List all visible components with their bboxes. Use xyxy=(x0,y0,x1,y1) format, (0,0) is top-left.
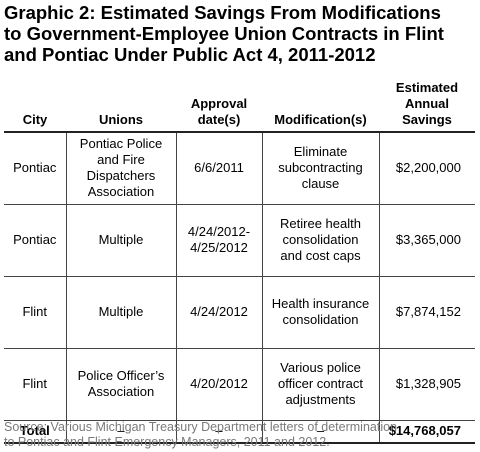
title-line-3: and Pontiac Under Public Act 4, 2011-201… xyxy=(4,44,376,65)
graphic-title: Graphic 2: Estimated Savings From Modifi… xyxy=(4,2,480,65)
source-line-1: Source: Various Michigan Treasury Depart… xyxy=(4,420,398,434)
cell-city: Flint xyxy=(4,348,66,421)
table-row: Pontiac Pontiac Police and Fire Dispatchers… xyxy=(4,132,475,205)
cell-city: Pontiac xyxy=(4,132,66,205)
cell-approval-date: 4/20/2012 xyxy=(175,348,262,421)
cell-savings: $2,200,000 xyxy=(378,132,475,205)
header-approval-date: Approval date(s) xyxy=(190,96,248,127)
header-unions: Unions xyxy=(98,112,144,127)
total-savings: $14,768,057 xyxy=(378,420,475,444)
cell-savings: $7,874,152 xyxy=(378,276,475,349)
total-unions: – xyxy=(65,420,176,444)
cell-unions: Multiple xyxy=(65,204,176,277)
table-row: Pontiac Multiple 4/24/2012- 4/25/2012 Retire… xyxy=(4,204,475,277)
table-total-row: Total – – – $14,768,057 xyxy=(4,420,475,444)
header-modification: Modification(s) xyxy=(274,112,367,127)
savings-table: City Unions Approval date(s) Modification… xyxy=(4,80,475,444)
cell-unions: Multiple xyxy=(65,276,176,349)
cell-city: Flint xyxy=(4,276,66,349)
total-date: – xyxy=(175,420,262,444)
source-line-2: to Pontiac and Flint Emergency Managers,… xyxy=(4,435,330,449)
cell-approval-date: 6/6/2011 xyxy=(175,132,262,205)
cell-unions: Police Officer’s Association xyxy=(65,348,176,421)
cell-approval-date: 4/24/2012 xyxy=(175,276,262,349)
cell-modification: Health insurance consolidation xyxy=(261,276,379,349)
cell-city: Pontiac xyxy=(4,204,66,277)
total-modification: – xyxy=(261,420,379,444)
table-row: Flint Multiple 4/24/2012 Health insurance co… xyxy=(4,276,475,349)
cell-modification: Eliminate subcontracting clause xyxy=(261,132,379,205)
source-note: Source: Various Michigan Treasury Depart… xyxy=(4,420,480,450)
table-row: Flint Police Officer’s Association 4/20/201… xyxy=(4,348,475,421)
total-label: Total xyxy=(4,420,66,444)
header-estimated-savings: Estimated Annual Savings xyxy=(395,80,459,127)
cell-savings: $3,365,000 xyxy=(378,204,475,277)
table-header-row: City Unions Approval date(s) Modification… xyxy=(4,80,475,132)
cell-approval-date: 4/24/2012- 4/25/2012 xyxy=(175,204,262,277)
cell-unions: Pontiac Police and Fire Dispatchers Associa… xyxy=(65,132,176,205)
title-line-2: to Government-Employee Union Contracts i… xyxy=(4,23,444,44)
cell-savings: $1,328,905 xyxy=(378,348,475,421)
cell-modification: Retiree health consolidation and cost caps xyxy=(261,204,379,277)
title-line-1: Graphic 2: Estimated Savings From Modifi… xyxy=(4,2,441,23)
cell-modification: Various police officer contract adjustment… xyxy=(261,348,379,421)
header-city: City xyxy=(22,112,48,127)
